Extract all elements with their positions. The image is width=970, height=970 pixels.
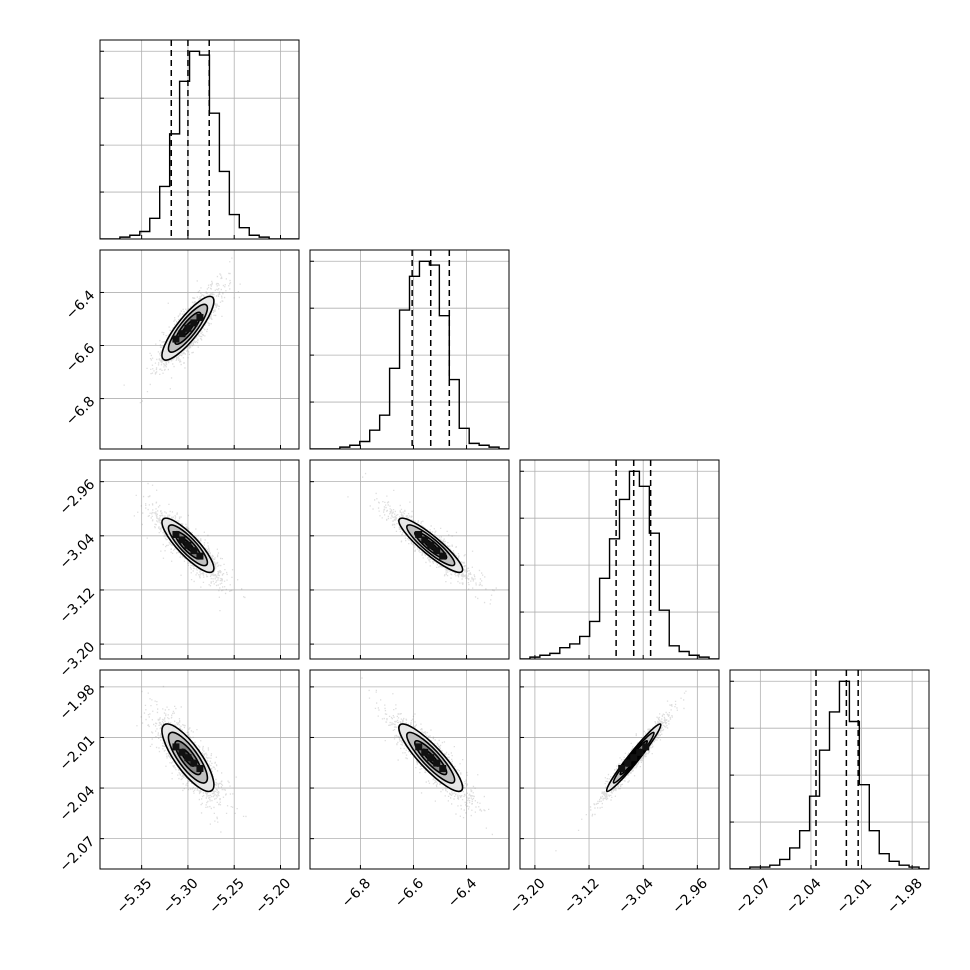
panel-inner <box>520 670 719 869</box>
y-tick-label: −1.98 <box>57 682 99 724</box>
density-core <box>642 743 650 751</box>
panel-0-3 <box>99 669 300 870</box>
histogram-step <box>730 680 929 869</box>
panel-frame <box>99 459 300 660</box>
panel-inner <box>100 40 299 239</box>
density-core <box>190 547 198 555</box>
x-tick-label: −5.20 <box>253 875 295 917</box>
panel-frame <box>729 669 930 870</box>
x-tick-label: −2.04 <box>783 875 825 917</box>
density-core <box>415 530 423 538</box>
panel-0-1 <box>99 249 300 450</box>
density-core <box>172 530 180 538</box>
histogram-step <box>310 260 509 449</box>
density-core <box>184 324 192 332</box>
panel-inner <box>100 250 299 449</box>
density-core <box>184 541 192 549</box>
x-tick-label: −5.35 <box>114 875 156 917</box>
y-tick-label: −3.12 <box>57 585 99 627</box>
histogram-step <box>100 50 299 239</box>
density-core <box>196 313 204 321</box>
panel-inner <box>730 670 929 869</box>
density-core <box>624 759 632 767</box>
density-core <box>439 552 447 560</box>
density-core <box>618 764 626 772</box>
density-core <box>427 754 435 762</box>
x-tick-label: −2.96 <box>669 875 711 917</box>
x-tick-label: −5.30 <box>160 875 202 917</box>
y-tick-label: −2.96 <box>57 477 99 519</box>
density-core <box>196 552 204 560</box>
panel-frame <box>519 669 720 870</box>
density-core <box>421 748 429 756</box>
panel-frame <box>309 669 510 870</box>
density-core <box>172 743 180 751</box>
y-tick-label: −3.04 <box>57 531 99 573</box>
y-tick-label: −2.01 <box>57 732 99 774</box>
y-tick-label: −6.6 <box>63 340 98 375</box>
panel-frame <box>99 249 300 450</box>
x-tick-label: −6.6 <box>392 875 427 910</box>
y-tick-label: −2.07 <box>57 834 99 876</box>
density-core <box>172 335 180 343</box>
density-core <box>439 764 447 772</box>
panel-0-2 <box>99 459 300 660</box>
panel-2-3 <box>519 669 720 870</box>
x-tick-label: −2.07 <box>732 875 774 917</box>
density-core <box>421 536 429 544</box>
panel-3-3 <box>729 669 930 870</box>
panel-inner <box>100 460 299 659</box>
density-core <box>178 330 186 338</box>
density-core <box>630 754 638 762</box>
density-core <box>178 536 186 544</box>
panel-frame <box>309 249 510 450</box>
x-tick-label: −2.01 <box>834 875 876 917</box>
panel-frame <box>519 459 720 660</box>
panel-1-3 <box>309 669 510 870</box>
density-core <box>636 748 644 756</box>
density-core <box>427 541 435 549</box>
panel-inner <box>100 670 299 869</box>
panel-inner <box>520 460 719 659</box>
x-tick-label: −3.04 <box>615 875 657 917</box>
panel-inner <box>310 250 509 449</box>
density-core <box>190 759 198 767</box>
x-tick-label: −3.20 <box>507 875 549 917</box>
density-core <box>178 748 186 756</box>
panel-inner <box>310 460 509 659</box>
panel-0-0 <box>99 39 300 240</box>
panel-frame <box>99 39 300 240</box>
y-tick-label: −6.4 <box>63 287 98 322</box>
panel-2-2 <box>519 459 720 660</box>
density-core <box>196 764 204 772</box>
density-core <box>190 319 198 327</box>
panel-1-1 <box>309 249 510 450</box>
panel-frame <box>99 669 300 870</box>
x-tick-label: −6.4 <box>445 875 480 910</box>
histogram-step <box>520 470 719 659</box>
y-tick-label: −6.8 <box>63 394 98 429</box>
x-tick-label: −3.12 <box>561 875 603 917</box>
density-core <box>433 759 441 767</box>
panel-1-2 <box>309 459 510 660</box>
x-tick-label: −6.8 <box>339 875 374 910</box>
density-core <box>433 547 441 555</box>
x-tick-label: −1.98 <box>884 875 926 917</box>
density-core <box>415 743 423 751</box>
panel-inner <box>310 670 509 869</box>
x-tick-label: −5.25 <box>206 875 248 917</box>
y-tick-label: −2.04 <box>57 783 99 825</box>
panel-frame <box>309 459 510 660</box>
density-core <box>184 754 192 762</box>
y-tick-label: −3.20 <box>57 639 99 681</box>
